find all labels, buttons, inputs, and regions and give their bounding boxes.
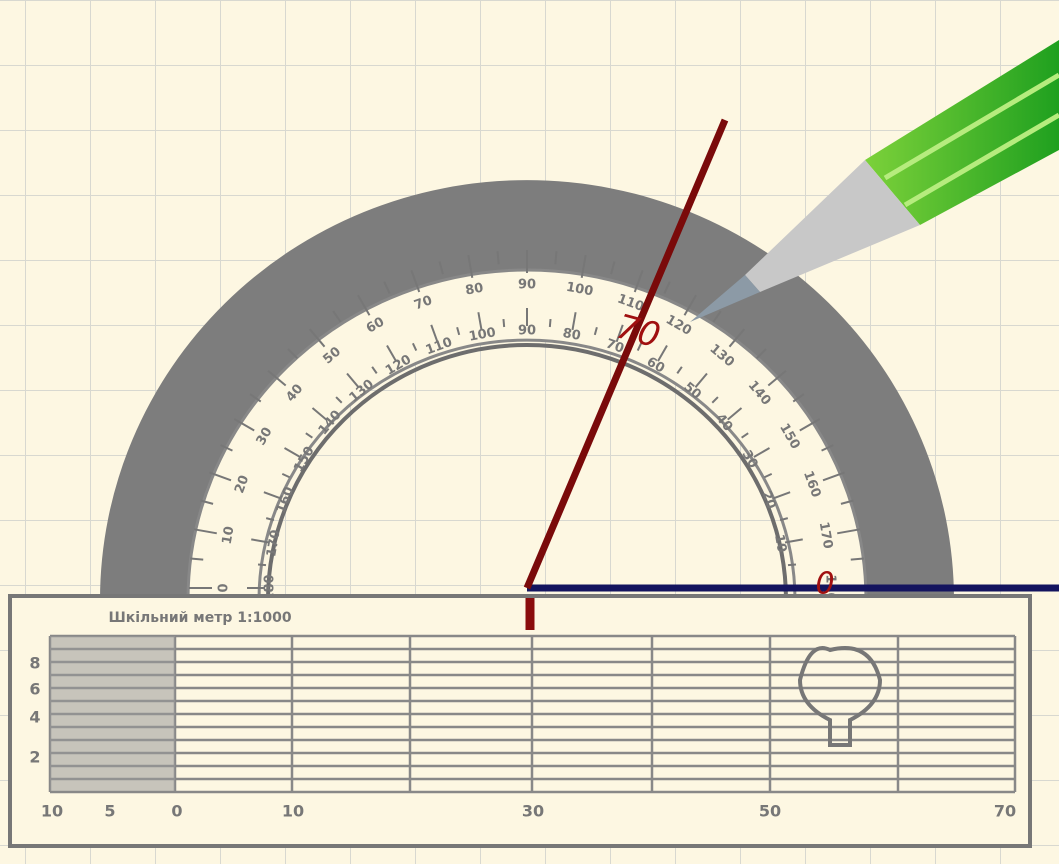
ruler-caption: Шкільний метр 1:1000 — [108, 610, 291, 626]
ruler-label: 8 — [29, 654, 40, 673]
zero-label: 0 — [815, 567, 834, 602]
tick — [190, 559, 203, 560]
tick — [851, 559, 864, 560]
ruler-label: 50 — [759, 802, 781, 821]
ruler-label: 10 — [41, 802, 63, 821]
scale-label: 90 — [518, 278, 536, 293]
tick — [788, 564, 796, 565]
tick — [503, 319, 504, 327]
scale-label: 0 — [217, 583, 232, 592]
scale-label: 80 — [561, 326, 581, 344]
tick — [498, 251, 499, 264]
ruler-dots — [50, 636, 175, 791]
tick — [258, 564, 266, 565]
ruler-label: 6 — [29, 680, 40, 699]
ruler-label: 2 — [29, 748, 40, 767]
ruler-label: 0 — [171, 802, 182, 821]
scene: 0102030405060708090100110120130140150160… — [0, 0, 1059, 864]
ruler-label: 4 — [29, 708, 40, 727]
scale-label: 10 — [771, 533, 789, 553]
ruler-label: 70 — [994, 802, 1016, 821]
scale-label: 80 — [464, 281, 484, 299]
tick — [550, 319, 551, 327]
ruler-label: 5 — [104, 802, 115, 821]
scale-label: 90 — [518, 324, 536, 339]
ruler-label: 10 — [282, 802, 304, 821]
ruler-label: 30 — [522, 802, 544, 821]
tick — [555, 251, 556, 264]
scale-label: 10 — [220, 525, 238, 545]
